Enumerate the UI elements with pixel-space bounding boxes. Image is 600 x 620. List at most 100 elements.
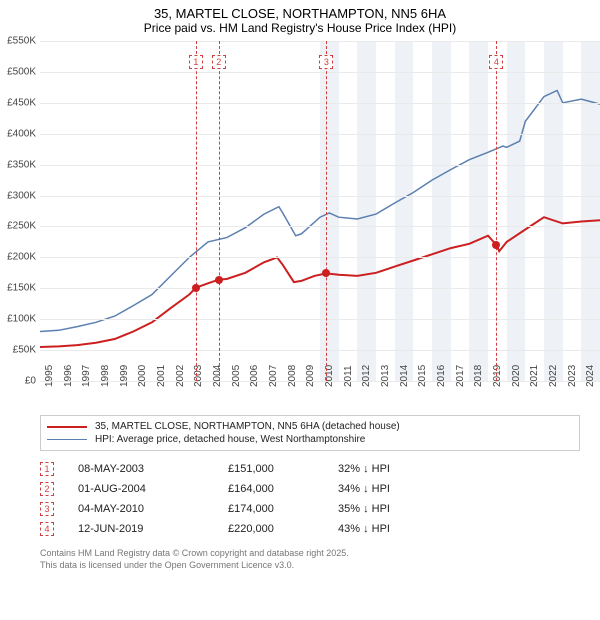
sale-point-icon [322, 269, 330, 277]
x-axis-label: 2022 [548, 365, 559, 387]
sale-point-icon [192, 284, 200, 292]
x-axis-label: 2023 [567, 365, 578, 387]
y-axis-label: £50K [0, 345, 36, 356]
y-axis-label: £350K [0, 159, 36, 170]
grid-line [40, 257, 600, 258]
x-axis-label: 1995 [44, 365, 55, 387]
sale-row: 304-MAY-2010£174,00035% ↓ HPI [40, 499, 580, 519]
y-axis-label: £250K [0, 221, 36, 232]
sale-row: 2 01-AUG-2004£164,00034% ↓ HPI [40, 479, 580, 499]
grid-line [40, 103, 600, 104]
legend-label: 35, MARTEL CLOSE, NORTHAMPTON, NN5 6HA (… [95, 421, 400, 432]
sale-vs-hpi: 35% ↓ HPI [338, 503, 438, 515]
y-axis-label: £200K [0, 252, 36, 263]
x-axis-label: 2018 [473, 365, 484, 387]
event-marker-line [219, 41, 220, 381]
x-axis-label: 2002 [175, 365, 186, 387]
sale-price: £220,000 [228, 523, 338, 535]
chart-title: 35, MARTEL CLOSE, NORTHAMPTON, NN5 6HA [0, 6, 600, 21]
event-marker-line [196, 41, 197, 381]
grid-line [40, 72, 600, 73]
y-axis-label: £550K [0, 36, 36, 47]
sale-price: £151,000 [228, 463, 338, 475]
x-axis-label: 2009 [305, 365, 316, 387]
x-axis-label: 2016 [436, 365, 447, 387]
grid-line [40, 319, 600, 320]
sale-marker-badge: 1 [40, 462, 54, 476]
sale-price: £164,000 [228, 483, 338, 495]
sales-table: 1 08-MAY-2003£151,00032% ↓ HPI 2 01-AUG-200… [40, 459, 580, 539]
y-axis-label: £0 [0, 376, 36, 387]
sale-marker-badge: 4 [40, 522, 54, 536]
grid-line [40, 134, 600, 135]
event-marker-badge: 2 [212, 55, 226, 69]
sale-marker-badge: 2 [40, 482, 54, 496]
x-axis-label: 1999 [119, 365, 130, 387]
x-axis-label: 2004 [212, 365, 223, 387]
x-axis-label: 2001 [156, 365, 167, 387]
chart-subtitle: Price paid vs. HM Land Registry's House … [0, 21, 600, 35]
sale-date: 04-MAY-2010 [78, 503, 228, 515]
grid-line [40, 350, 600, 351]
y-axis-label: £150K [0, 283, 36, 294]
sale-point-icon [215, 276, 223, 284]
title-block: 35, MARTEL CLOSE, NORTHAMPTON, NN5 6HA P… [0, 0, 600, 37]
x-axis-label: 2012 [361, 365, 372, 387]
series-line [40, 91, 600, 332]
x-axis-label: 2021 [529, 365, 540, 387]
legend-swatch-icon [47, 426, 87, 428]
x-axis-label: 2005 [231, 365, 242, 387]
series-line [40, 217, 600, 347]
grid-line [40, 41, 600, 42]
event-marker-badge: 1 [189, 55, 203, 69]
chart-area: £0£50K£100K£150K£200K£250K£300K£350K£400… [40, 41, 600, 411]
x-axis-label: 2008 [287, 365, 298, 387]
x-axis-label: 1998 [100, 365, 111, 387]
sale-marker-badge: 3 [40, 502, 54, 516]
y-axis-label: £450K [0, 97, 36, 108]
y-axis-label: £100K [0, 314, 36, 325]
event-marker-badge: 3 [319, 55, 333, 69]
grid-line [40, 288, 600, 289]
x-axis-label: 2015 [417, 365, 428, 387]
footnote-line: Contains HM Land Registry data © Crown c… [40, 547, 600, 559]
sale-date: 08-MAY-2003 [78, 463, 228, 475]
line-canvas [40, 41, 600, 381]
legend-item: 35, MARTEL CLOSE, NORTHAMPTON, NN5 6HA (… [47, 420, 573, 433]
sale-date: 12-JUN-2019 [78, 523, 228, 535]
grid-line [40, 196, 600, 197]
x-axis-label: 2014 [399, 365, 410, 387]
event-marker-line [496, 41, 497, 381]
y-axis-label: £300K [0, 190, 36, 201]
plot-area: £0£50K£100K£150K£200K£250K£300K£350K£400… [40, 41, 600, 381]
sale-vs-hpi: 32% ↓ HPI [338, 463, 438, 475]
x-axis-label: 2000 [137, 365, 148, 387]
x-axis-label: 2006 [249, 365, 260, 387]
footnote-line: This data is licensed under the Open Gov… [40, 559, 600, 571]
event-marker-badge: 4 [489, 55, 503, 69]
legend-swatch-icon [47, 439, 87, 440]
sale-vs-hpi: 34% ↓ HPI [338, 483, 438, 495]
legend: 35, MARTEL CLOSE, NORTHAMPTON, NN5 6HA (… [40, 415, 580, 451]
x-axis-label: 2011 [343, 365, 354, 387]
sale-vs-hpi: 43% ↓ HPI [338, 523, 438, 535]
sale-date: 01-AUG-2004 [78, 483, 228, 495]
x-axis-label: 1997 [81, 365, 92, 387]
x-axis-label: 2024 [585, 365, 596, 387]
grid-line [40, 226, 600, 227]
chart-container: 35, MARTEL CLOSE, NORTHAMPTON, NN5 6HA P… [0, 0, 600, 620]
x-axis-label: 2013 [380, 365, 391, 387]
grid-line [40, 165, 600, 166]
x-axis-label: 2019 [492, 365, 503, 387]
x-axis-label: 1996 [63, 365, 74, 387]
x-axis-label: 2017 [455, 365, 466, 387]
x-axis-label: 2020 [511, 365, 522, 387]
legend-label: HPI: Average price, detached house, West… [95, 434, 365, 445]
sale-point-icon [492, 241, 500, 249]
x-axis-label: 2007 [268, 365, 279, 387]
sale-row: 4 12-JUN-2019£220,00043% ↓ HPI [40, 519, 580, 539]
sale-row: 1 08-MAY-2003£151,00032% ↓ HPI [40, 459, 580, 479]
legend-item: HPI: Average price, detached house, West… [47, 433, 573, 446]
footnote: Contains HM Land Registry data © Crown c… [40, 547, 600, 571]
y-axis-label: £400K [0, 128, 36, 139]
